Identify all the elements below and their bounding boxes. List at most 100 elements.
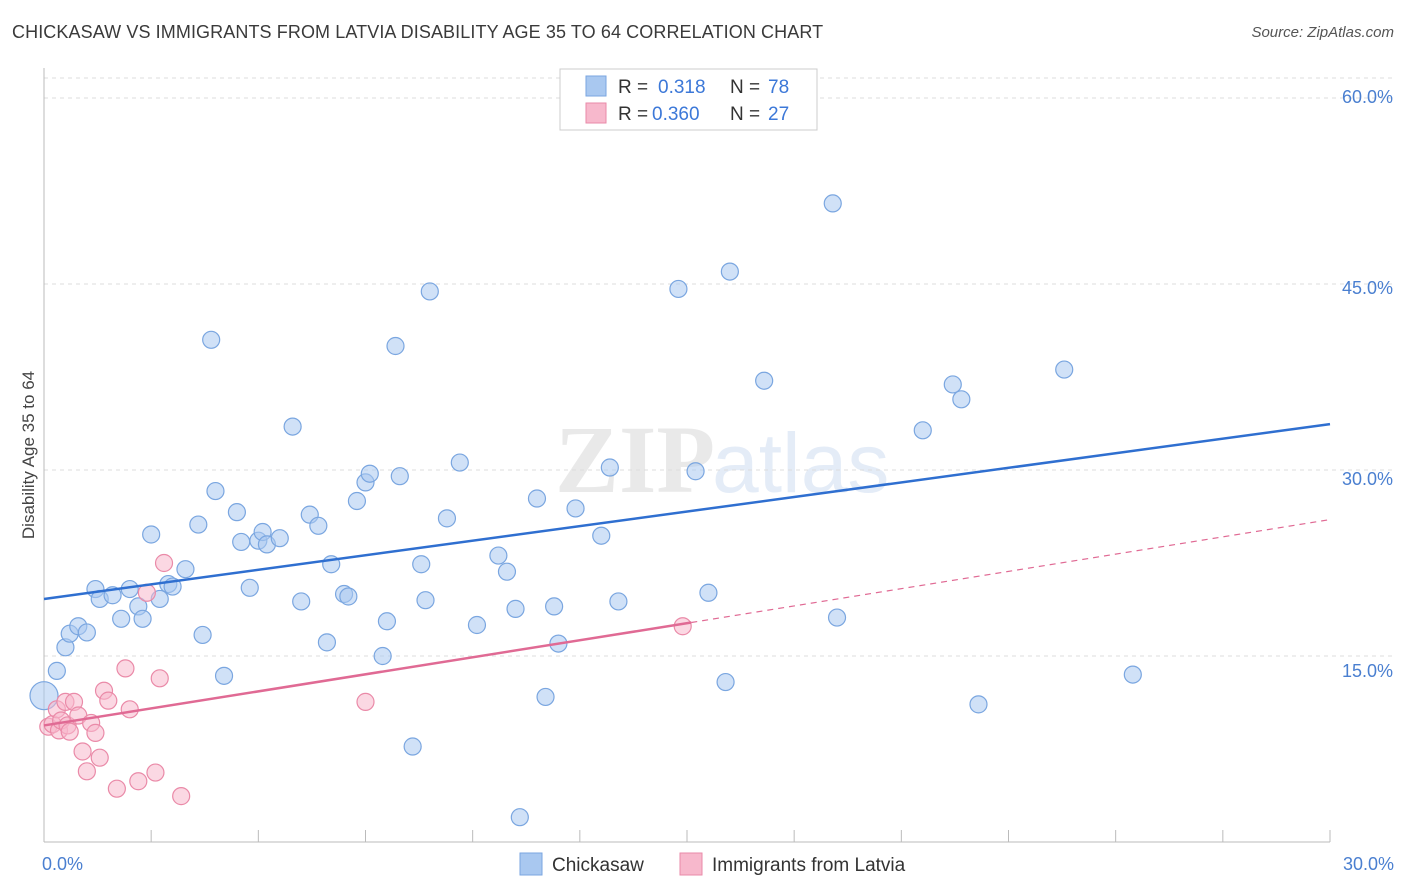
y-tick-labels: 15.0% 30.0% 45.0% 60.0% bbox=[1342, 87, 1393, 681]
chickasaw-point-61 bbox=[592, 526, 611, 545]
chickasaw-point-46 bbox=[412, 555, 431, 574]
latvia-point-11 bbox=[77, 762, 96, 781]
latvia-point-18 bbox=[116, 659, 135, 678]
y-tick-label-60: 60.0% bbox=[1342, 87, 1393, 107]
stats-legend-r-label-2: R = bbox=[618, 104, 648, 125]
latvia-point-22 bbox=[146, 763, 165, 782]
chickasaw-point-64 bbox=[669, 279, 688, 299]
latvia-point-19 bbox=[120, 700, 139, 719]
stats-legend-r-value-1: 0.318 bbox=[658, 77, 706, 98]
stats-legend: R = 0.318 N = 78 R = 0.360 N = 27 bbox=[559, 68, 818, 131]
legend-label-latvia: Immigrants from Latvia bbox=[712, 855, 906, 876]
chickasaw-point-47 bbox=[416, 591, 435, 610]
chickasaw-point-53 bbox=[497, 562, 517, 581]
chickasaw-point-21 bbox=[206, 481, 225, 501]
chickasaw-point-30 bbox=[283, 417, 302, 436]
chickasaw-point-58 bbox=[545, 597, 564, 616]
legend-swatch-chickasaw bbox=[519, 852, 543, 876]
chickasaw-point-24 bbox=[232, 532, 251, 552]
chickasaw-point-34 bbox=[317, 633, 337, 652]
chickasaw-point-29 bbox=[270, 529, 289, 548]
chickasaw-point-63 bbox=[609, 592, 628, 611]
chickasaw-point-33 bbox=[309, 516, 328, 535]
chickasaw-point-37 bbox=[339, 587, 358, 606]
chickasaw-point-62 bbox=[600, 458, 619, 477]
chickasaw-point-45 bbox=[403, 737, 422, 756]
chickasaw-point-75 bbox=[969, 695, 988, 714]
stats-legend-n-value-1: 78 bbox=[768, 77, 789, 98]
watermark-zip: ZIP bbox=[555, 406, 715, 513]
watermark: ZIP atlas bbox=[555, 406, 889, 513]
latvia-point-10 bbox=[73, 742, 92, 761]
y-tick-label-15: 15.0% bbox=[1342, 661, 1393, 681]
chickasaw-point-56 bbox=[527, 489, 547, 508]
x-tick-label-max: 30.0% bbox=[1343, 854, 1394, 874]
y-tick-label-45: 45.0% bbox=[1342, 278, 1393, 298]
latvia-point-7 bbox=[60, 722, 79, 741]
chickasaw-point-48 bbox=[420, 282, 439, 301]
chickasaw-point-41 bbox=[373, 646, 392, 666]
chickasaw-point-42 bbox=[377, 612, 397, 631]
latvia-point-26 bbox=[356, 692, 375, 711]
chart-title: CHICKASAW VS IMMIGRANTS FROM LATVIA DISA… bbox=[12, 22, 824, 42]
chickasaw-point-50 bbox=[450, 453, 469, 472]
chickasaw-point-69 bbox=[755, 371, 774, 390]
y-axis-title: Disability Age 35 to 64 bbox=[19, 371, 38, 539]
chickasaw-point-51 bbox=[467, 615, 487, 635]
chickasaw-point-43 bbox=[386, 336, 405, 356]
chickasaw-point-5 bbox=[77, 623, 96, 642]
stats-legend-n-value-2: 27 bbox=[768, 104, 789, 125]
trend-lines bbox=[43, 422, 1331, 727]
source-label: Source: ZipAtlas.com bbox=[1251, 24, 1394, 41]
y-tick-label-30: 30.0% bbox=[1342, 469, 1393, 489]
chickasaw-point-40 bbox=[360, 464, 379, 483]
chickasaw-point-22 bbox=[214, 666, 234, 685]
latvia-point-24 bbox=[154, 553, 174, 573]
latvia-point-13 bbox=[86, 723, 105, 742]
chickasaw-point-73 bbox=[943, 375, 962, 394]
latvia-trend-line-extension bbox=[691, 519, 1331, 624]
chickasaw-point-76 bbox=[1055, 360, 1074, 379]
stats-legend-n-label-1: N = bbox=[730, 77, 760, 98]
chickasaw-point-71 bbox=[827, 608, 847, 627]
chickasaw-point-1 bbox=[47, 661, 66, 680]
chickasaw-point-67 bbox=[716, 672, 735, 692]
chickasaw-point-9 bbox=[112, 609, 131, 628]
legend-label-chickasaw: Chickasaw bbox=[552, 855, 644, 876]
chickasaw-point-57 bbox=[536, 687, 555, 707]
chickasaw-point-55 bbox=[510, 808, 529, 827]
series-chickasaw bbox=[29, 194, 1142, 827]
legend-swatch-latvia bbox=[679, 852, 703, 876]
latvia-point-23 bbox=[150, 669, 169, 688]
stats-legend-swatch-chickasaw bbox=[585, 75, 607, 97]
chickasaw-point-17 bbox=[176, 560, 195, 579]
chickasaw-point-65 bbox=[686, 462, 705, 481]
chickasaw-point-44 bbox=[390, 467, 409, 486]
latvia-point-27 bbox=[673, 617, 692, 636]
chickasaw-point-23 bbox=[227, 503, 246, 522]
chickasaw-trend-line bbox=[43, 422, 1331, 601]
chickasaw-point-13 bbox=[142, 525, 161, 544]
chickasaw-point-77 bbox=[1123, 665, 1142, 684]
latvia-trend-line bbox=[43, 621, 692, 727]
chickasaw-point-72 bbox=[913, 421, 932, 440]
chickasaw-point-52 bbox=[489, 546, 508, 565]
stats-legend-r-value-2: 0.360 bbox=[652, 104, 700, 125]
chickasaw-point-70 bbox=[823, 194, 842, 213]
latvia-point-20 bbox=[129, 772, 148, 791]
chickasaw-point-74 bbox=[952, 390, 971, 409]
chickasaw-point-49 bbox=[437, 509, 457, 528]
x-axis-ticks bbox=[43, 830, 1331, 842]
chickasaw-point-18 bbox=[189, 515, 208, 534]
series-legend: Chickasaw Immigrants from Latvia bbox=[519, 852, 906, 876]
latvia-point-16 bbox=[99, 691, 118, 710]
series-immigrants-from-latvia bbox=[39, 553, 692, 806]
stats-legend-r-label-1: R = bbox=[618, 77, 648, 98]
chickasaw-point-31 bbox=[292, 592, 311, 611]
chickasaw-point-66 bbox=[699, 583, 718, 602]
watermark-atlas: atlas bbox=[712, 416, 889, 510]
chickasaw-point-12 bbox=[133, 609, 152, 628]
chickasaw-point-68 bbox=[720, 262, 739, 281]
chickasaw-point-60 bbox=[566, 499, 585, 518]
